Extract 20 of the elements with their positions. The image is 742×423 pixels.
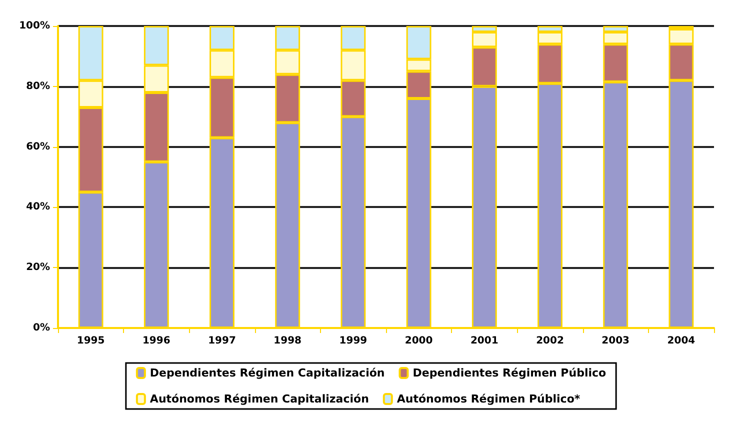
x-tick-label: 1999: [339, 336, 368, 346]
legend-label: Dependientes Régimen Público: [412, 366, 607, 380]
x-tick-label: 2001: [470, 336, 498, 346]
x-tick-label: 1996: [142, 336, 170, 346]
x-tick-label: 2004: [667, 336, 696, 346]
legend-label: Autónomos Régimen Capitalización: [150, 392, 369, 406]
y-tick-label: 100%: [19, 20, 50, 32]
y-tick-label: 60%: [26, 141, 50, 152]
legend-label: Autónomos Régimen Público*: [396, 392, 580, 406]
x-tick-label: 2003: [602, 336, 630, 346]
x-tick-label: 1998: [274, 336, 302, 346]
y-tick-label: 0%: [33, 322, 50, 334]
x-tick-label: 2000: [404, 336, 433, 346]
x-tick-label: 2002: [536, 336, 564, 346]
y-tick-label: 20%: [26, 262, 50, 274]
legend-label: Dependientes Régimen Capitalización: [150, 366, 385, 380]
x-tick-label: 1995: [76, 336, 105, 346]
y-tick-label: 80%: [26, 80, 50, 92]
x-tick-label: 1997: [208, 336, 236, 346]
y-tick-label: 40%: [26, 202, 50, 213]
